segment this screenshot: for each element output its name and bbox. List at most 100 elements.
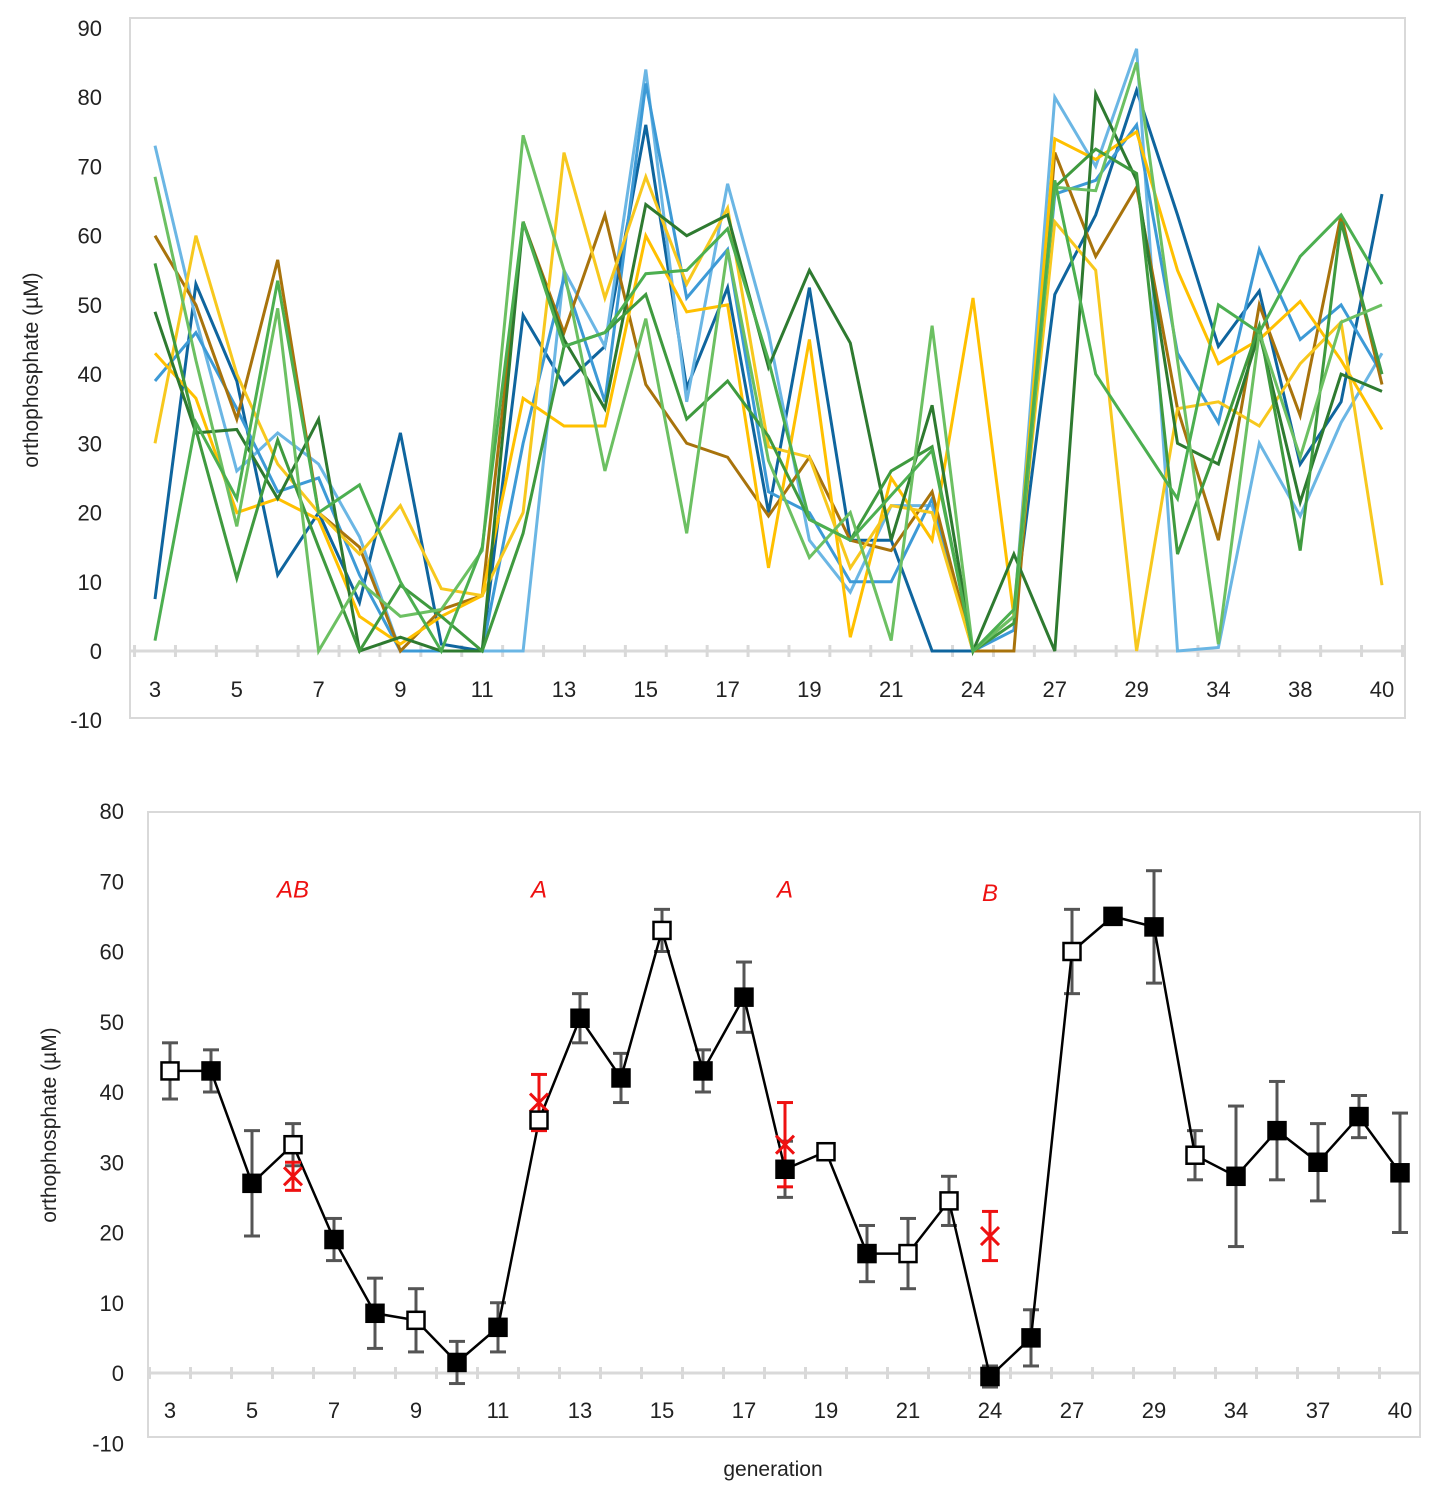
y-tick-label: -10 [92,1431,124,1456]
x-tick-label: 9 [394,677,406,702]
open-square-marker [283,1134,303,1155]
y-tick-label: 50 [78,293,102,318]
series-line-8 [153,147,1384,655]
filled-square-marker [570,1008,590,1028]
significance-label: B [982,880,998,907]
x-tick-label: 21 [879,677,903,702]
x-tick-label: 3 [164,1398,176,1423]
open-square-marker [529,1110,549,1130]
series-line-1 [153,85,1384,653]
y-tick-label: 40 [100,1080,124,1105]
y-tick-label: 50 [100,1010,124,1035]
red-x-marker [528,1092,550,1113]
red-x-marker [282,1166,304,1187]
series-line-2 [153,48,1384,654]
filled-square-marker [1349,1106,1369,1127]
x-tick-label: 3 [149,677,161,702]
open-square-marker [652,920,672,941]
x-tick-label: 29 [1124,677,1148,702]
y-tick-label: 80 [100,799,124,824]
filled-square-marker [1226,1166,1246,1187]
filled-square-marker [611,1068,631,1088]
series-line-6 [153,152,1384,654]
x-tick-label: 34 [1206,677,1230,702]
y-tick-label: 60 [100,940,124,965]
x-tick-label: 11 [471,677,494,702]
x-tick-label: 17 [732,1398,756,1423]
filled-square-marker [1390,1163,1410,1183]
x-tick-label: 15 [634,677,658,702]
filled-square-marker [734,987,754,1007]
filled-square-marker [447,1352,467,1373]
y-tick-label: 60 [78,224,102,249]
x-tick-label: 7 [328,1398,340,1423]
filled-square-marker [365,1303,385,1324]
x-tick-label: 9 [410,1398,422,1423]
open-square-marker [898,1243,918,1264]
x-tick-label: 19 [814,1398,838,1423]
x-tick-label: 7 [312,677,324,702]
series-line-10 [153,179,1384,655]
filled-square-marker [242,1173,262,1194]
open-square-marker [1185,1145,1205,1165]
x-tick-label: 38 [1288,677,1312,702]
x-tick-label: 13 [552,677,576,702]
y-tick-label: 0 [90,639,102,664]
red-x-marker [979,1225,1001,1247]
x-tick-label: 29 [1142,1398,1166,1423]
y-tick-label: -10 [70,708,102,733]
x-tick-label: 24 [961,677,985,702]
y-tick-label: 20 [100,1221,124,1246]
open-square-marker [816,1141,836,1162]
x-tick-label: 11 [487,1398,510,1423]
x-tick-label: 40 [1370,677,1394,702]
y-tick-label: 20 [78,501,102,526]
y-tick-label: 80 [78,85,102,110]
open-square-marker [406,1310,426,1331]
filled-square-marker [980,1366,1000,1387]
x-tick-label: 5 [231,677,243,702]
filled-square-marker [1021,1328,1041,1348]
filled-square-marker [201,1061,221,1081]
y-tick-label: 40 [78,362,102,387]
open-square-marker [1062,941,1082,962]
x-tick-label: 27 [1043,677,1067,702]
y-tick-label: 30 [100,1150,124,1175]
x-tick-label: 17 [715,677,739,702]
x-tick-label: 19 [797,677,821,702]
x-tick-label: 5 [246,1398,258,1423]
filled-square-marker [1267,1120,1287,1141]
y-tick-label: 70 [78,154,102,179]
significance-label: A [775,876,793,903]
x-tick-label: 27 [1060,1398,1084,1423]
filled-square-marker [324,1229,344,1250]
x-axis-title: generation [723,1458,822,1481]
filled-square-marker [1103,906,1123,927]
red-x-marker [774,1134,796,1155]
x-tick-label: 15 [650,1398,674,1423]
y-tick-label: 70 [100,869,124,894]
filled-square-marker [1308,1152,1328,1172]
chart-bottom-mean: -10 0 10 20 30 40 50 60 70 80 3 5 7 9 11 13 15 17 19 21 24 27… [38,799,1421,1481]
open-square-marker [160,1061,180,1081]
x-tick-label: 40 [1388,1398,1412,1423]
x-tick-label: 21 [896,1398,920,1423]
filled-square-marker [693,1061,713,1081]
filled-square-marker [1144,917,1164,937]
significance-label: A [529,876,547,903]
y-tick-label: 90 [78,16,102,41]
x-tick-label: 24 [978,1398,1002,1423]
filled-square-marker [488,1317,508,1338]
chart-top-individual-lines: -10 0 10 20 30 40 50 60 70 80 90 3 5 7 9 11 13 15 17 19 21 24… [20,16,1406,733]
x-tick-label: 34 [1224,1398,1248,1423]
open-square-marker [939,1191,959,1211]
y-axis-title: orthophosphate (µM) [38,1027,61,1222]
series-line-5 [153,129,1384,646]
y-tick-label: 10 [100,1291,124,1316]
significance-label: AB [275,876,309,903]
series-line-9 [153,62,1383,656]
y-tick-label: 10 [78,570,102,595]
y-tick-label: 30 [78,431,102,456]
y-axis-title: orthophosphate (µM) [20,272,43,467]
